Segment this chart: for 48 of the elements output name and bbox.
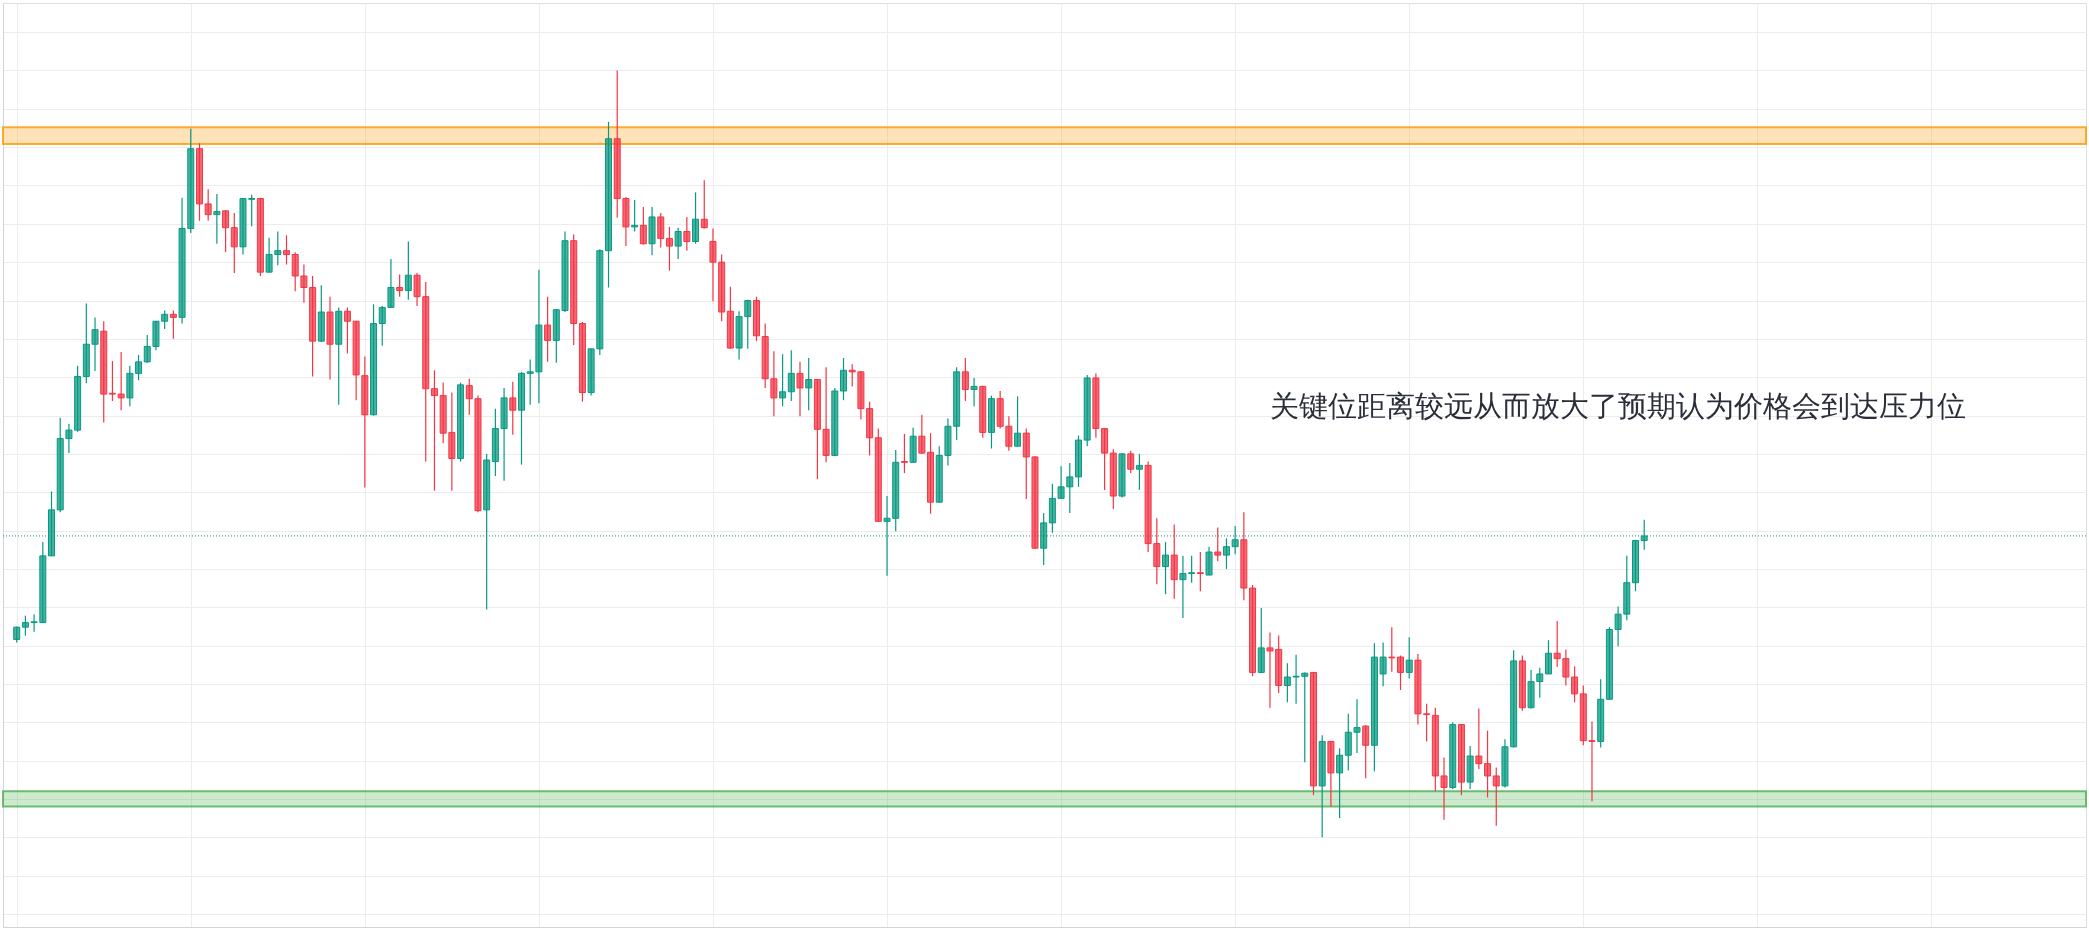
candlestick xyxy=(1397,654,1405,691)
candlestick xyxy=(404,240,412,301)
candlestick xyxy=(230,212,238,274)
candlestick xyxy=(1484,730,1492,799)
candlestick xyxy=(1205,546,1213,576)
candlestick xyxy=(213,193,221,245)
candlestick xyxy=(1135,453,1143,491)
candlestick xyxy=(204,188,212,222)
candlestick xyxy=(169,309,177,340)
candlestick xyxy=(900,433,908,474)
candlestick xyxy=(544,296,552,363)
candlestick xyxy=(509,381,517,436)
candlestick xyxy=(1492,766,1500,827)
candlestick xyxy=(1196,551,1204,592)
candlestick xyxy=(1544,639,1552,675)
annotation: 关键位距离较远从而放大了预期认为价格会到达压力位 xyxy=(1270,389,1966,423)
candlestick xyxy=(692,191,700,245)
candlestick xyxy=(1336,747,1344,819)
candlestick xyxy=(840,357,848,401)
candlestick xyxy=(631,199,639,233)
candlestick xyxy=(639,206,647,246)
candlestick xyxy=(683,216,691,252)
candlestick xyxy=(1127,450,1135,474)
candlestick xyxy=(1162,541,1170,595)
candlestick xyxy=(1405,636,1413,680)
candlestick xyxy=(1014,395,1022,447)
candlestick xyxy=(805,357,813,411)
candlestick xyxy=(657,212,665,249)
candlestick xyxy=(283,234,290,266)
candlestick xyxy=(430,369,438,492)
candlestick xyxy=(700,179,708,230)
candlestick xyxy=(1214,526,1222,562)
candlestick xyxy=(1362,724,1370,779)
candlestick xyxy=(1388,626,1396,673)
candlestick xyxy=(796,361,804,417)
candlestick xyxy=(222,210,230,253)
candlestick xyxy=(779,353,787,407)
candlestick xyxy=(396,273,404,298)
candlestick xyxy=(787,349,795,402)
candlestick xyxy=(674,227,682,260)
candlestick xyxy=(918,414,926,455)
candlestick xyxy=(1475,707,1483,770)
candlestick xyxy=(135,354,143,381)
candlestick xyxy=(1222,537,1230,570)
candlestick xyxy=(970,377,978,407)
candlestick xyxy=(665,226,673,272)
candlestick xyxy=(961,357,969,402)
candlestick xyxy=(1640,519,1648,551)
